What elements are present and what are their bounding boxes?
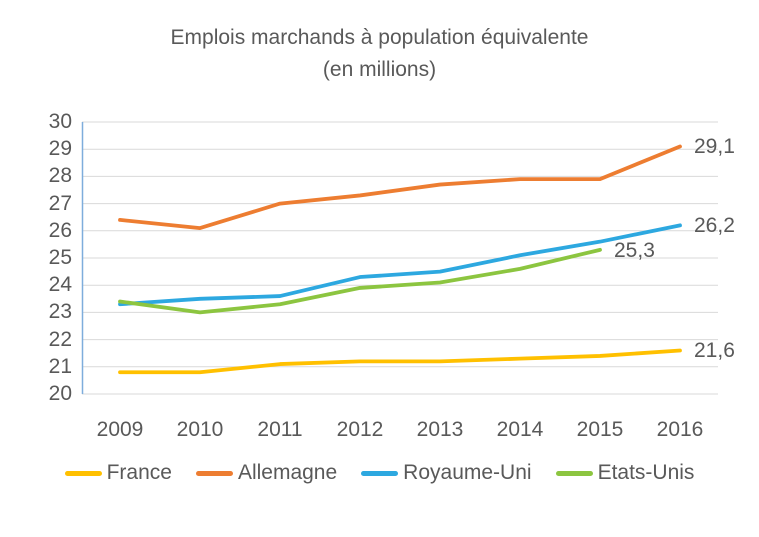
x-tick-label: 2016 [656,418,704,441]
chart-title-line2: (en millions) [322,58,437,81]
legend-swatch-etats-unis [555,470,593,476]
series-end-label-etats-unis: 25,3 [614,238,655,262]
series-end-label-france: 21,6 [694,339,735,363]
y-tick-label: 28 [48,164,72,188]
x-tick-label: 2009 [96,418,144,441]
y-tick-label: 21 [48,354,72,378]
x-tick-label: 2015 [576,418,624,441]
legend: France Allemagne Royaume-Uni Etats-Unis [0,461,759,485]
x-tick-label: 2011 [257,418,303,441]
legend-item-allemagne: Allemagne [195,461,338,485]
y-tick-label: 23 [48,300,72,324]
series-line-france [118,348,682,375]
y-tick-label: 22 [48,327,72,351]
series-line-royaume-uni [118,223,682,307]
chart-title: Emplois marchands à population équivalen… [0,22,759,86]
y-tick-label: 24 [48,273,72,297]
x-tick-label: 2013 [416,418,464,441]
y-tick-label: 29 [48,137,72,161]
legend-label-royaume-uni: Royaume-Uni [403,461,532,484]
series-line-etats-unis [118,247,602,315]
legend-label-etats-unis: Etats-Unis [597,461,695,484]
legend-item-france: France [64,461,172,485]
series-line-allemagne [118,144,682,230]
y-tick-label: 20 [48,382,72,405]
legend-swatch-royaume-uni [361,470,399,476]
chart-title-line1: Emplois marchands à population équivalen… [170,26,589,49]
x-tick-label: 2014 [496,418,544,441]
x-tick-label: 2010 [176,418,224,441]
series-end-label-allemagne: 29,1 [694,135,735,159]
y-tick-label: 30 [48,110,72,133]
legend-label-allemagne: Allemagne [237,461,338,484]
series-end-label-royaume-uni: 26,2 [694,214,735,238]
legend-item-etats-unis: Etats-Unis [555,461,695,485]
legend-swatch-france [64,470,102,476]
y-tick-label: 27 [48,191,72,215]
y-tick-label: 25 [48,246,72,269]
x-tick-label: 2012 [336,418,384,441]
legend-label-france: France [106,461,172,484]
legend-swatch-allemagne [195,470,233,476]
legend-item-royaume-uni: Royaume-Uni [361,461,532,485]
y-tick-label: 26 [48,218,72,242]
